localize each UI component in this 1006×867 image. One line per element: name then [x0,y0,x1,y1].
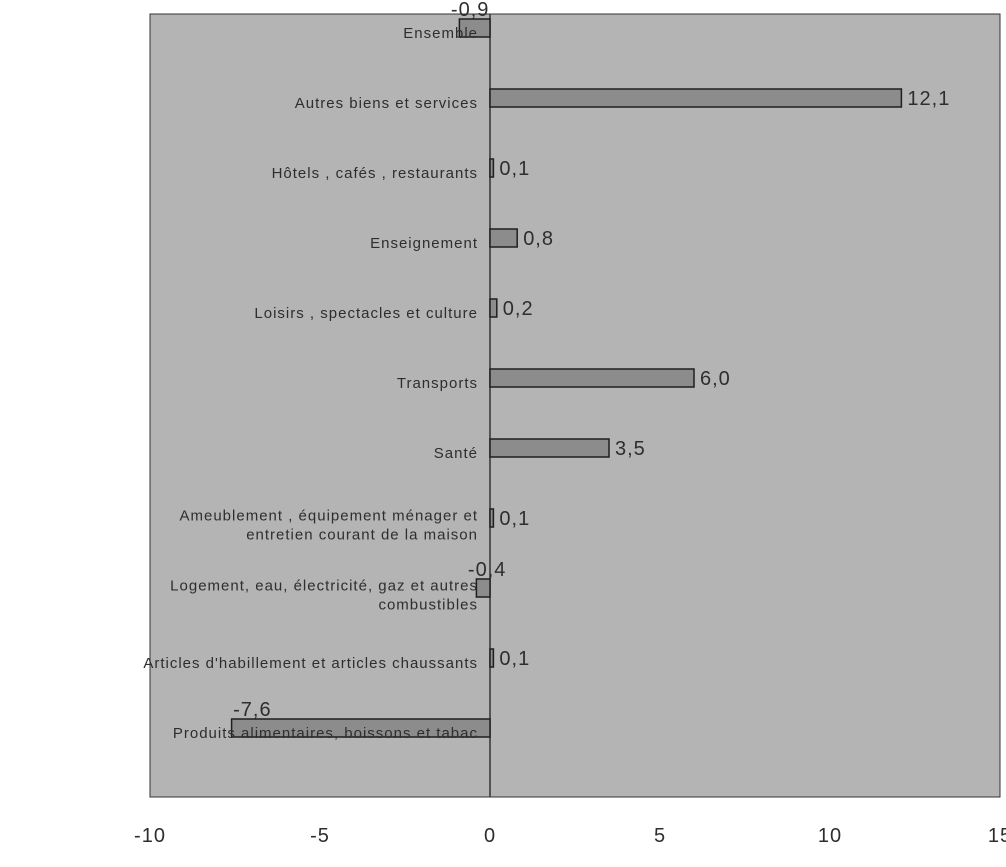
category-label: Ensemble [403,25,478,42]
value-label: 0,8 [523,228,554,250]
x-tick-label: -5 [310,825,330,847]
category-label: Logement, eau, électricité, gaz et autre… [170,578,478,595]
x-tick-label: 15 [988,825,1006,847]
bar [458,18,491,38]
bar [475,578,491,598]
bar [489,298,498,318]
category-label: combustibles [378,597,478,614]
value-label: 0,1 [499,508,530,530]
x-tick-label: 0 [484,825,496,847]
category-label: Santé [434,445,478,462]
category-label: Produits alimentaires, boissons et tabac [173,725,478,742]
bar [489,88,903,108]
value-label: 6,0 [700,368,731,390]
value-label: 12,1 [907,88,950,110]
value-label: -7,6 [233,699,271,721]
value-label: 0,1 [499,158,530,180]
category-label: Autres biens et services [295,95,478,112]
x-tick-label: 5 [654,825,666,847]
category-label: entretien courant de la maison [246,527,478,544]
bar [489,648,495,668]
value-label: 0,1 [499,648,530,670]
plot-area [149,13,1001,798]
category-label: Transports [397,375,478,392]
bar [489,368,695,388]
bar [489,228,518,248]
x-tick-label: 10 [818,825,842,847]
category-label: Ameublement , équipement ménager et [180,508,479,525]
bar [489,508,495,528]
bar [230,718,491,738]
category-label: Hôtels , cafés , restaurants [272,165,478,182]
value-label: -0,9 [451,0,489,21]
category-label: Enseignement [370,235,478,252]
value-label: 3,5 [615,438,646,460]
value-label: -0,4 [468,559,506,581]
value-label: 0,2 [503,298,534,320]
category-label: Loisirs , spectacles et culture [254,305,478,322]
bar [489,158,495,178]
x-tick-label: -10 [134,825,166,847]
category-label: Articles d'habillement et articles chaus… [143,655,478,672]
bar [489,438,610,458]
